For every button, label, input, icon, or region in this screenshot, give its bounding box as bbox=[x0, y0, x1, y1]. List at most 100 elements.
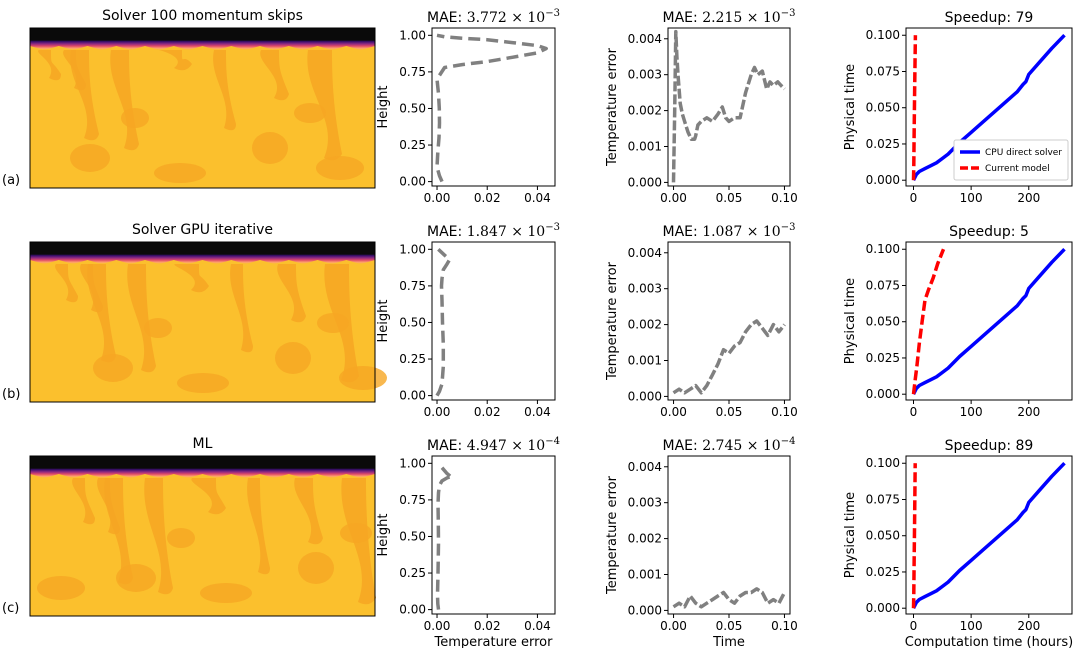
speed-panel-ytick-label: 0.075 bbox=[866, 492, 900, 506]
speed-panel-ytick-label: 0.075 bbox=[866, 278, 900, 292]
height-panel-xtick-label: 0.04 bbox=[524, 405, 551, 419]
height-panel-xtick-label: 0.00 bbox=[424, 619, 451, 633]
time-panel-ytick-label: 0.001 bbox=[628, 354, 662, 368]
plume-blob bbox=[70, 144, 110, 172]
speed-panel-xtick-label: 100 bbox=[960, 619, 983, 633]
time-panel-ytick-label: 0.000 bbox=[628, 389, 662, 403]
speed-panel-ytick-label: 0.025 bbox=[866, 351, 900, 365]
speed-panel-xtick-label: 200 bbox=[1017, 619, 1040, 633]
speed-panel-xtick-label: 100 bbox=[960, 405, 983, 419]
plume bbox=[104, 478, 133, 585]
plume bbox=[70, 50, 99, 141]
field-frame bbox=[29, 27, 376, 189]
height-panel-ytick-label: 0.25 bbox=[399, 566, 426, 580]
speed-panel-ylabel: Physical time bbox=[843, 492, 858, 578]
speed-panel-xtick-label: 0 bbox=[910, 619, 918, 633]
time-panel-ytick-label: 0.002 bbox=[628, 532, 662, 546]
time-panel-ytick-label: 0.004 bbox=[628, 460, 662, 474]
plume-blob bbox=[93, 354, 133, 382]
plume-blob bbox=[167, 528, 195, 548]
sim-title: Solver GPU iterative bbox=[132, 222, 273, 238]
time-panel-ytick-label: 0.002 bbox=[628, 318, 662, 332]
time-panel-xtick-label: 0.00 bbox=[660, 191, 687, 205]
row-label: (a) bbox=[2, 173, 20, 188]
speed-panel-title: Speedup: 89 bbox=[945, 438, 1034, 454]
plume bbox=[247, 478, 270, 575]
height-error-curve bbox=[435, 466, 454, 610]
height-panel-title: MAE: 3.772 × 10−3 bbox=[427, 8, 560, 26]
plume-blob bbox=[294, 103, 326, 123]
speed-panel-xtick-label: 200 bbox=[1017, 405, 1040, 419]
height-panel-ytick-label: 0.00 bbox=[399, 389, 426, 403]
height-panel-frame bbox=[431, 27, 556, 187]
speed-panel-ytick-label: 0.000 bbox=[866, 601, 900, 615]
time-panel-xlabel: Time bbox=[712, 635, 745, 648]
speed-panel-frame bbox=[905, 455, 1073, 615]
height-panel-xtick-label: 0.04 bbox=[524, 619, 551, 633]
plume bbox=[38, 50, 61, 81]
time-panel-ytick-label: 0.004 bbox=[628, 32, 662, 46]
height-error-curve bbox=[435, 248, 452, 397]
plume-blob bbox=[275, 342, 311, 374]
height-panel-ytick-label: 0.00 bbox=[399, 175, 426, 189]
speed-panel-ytick-label: 0.025 bbox=[866, 565, 900, 579]
speed-panel-title: Speedup: 79 bbox=[945, 10, 1034, 26]
height-panel-ytick-label: 0.00 bbox=[399, 603, 426, 617]
height-panel-ytick-label: 1.00 bbox=[399, 456, 426, 470]
plume-blob bbox=[339, 366, 387, 390]
row-label: (c) bbox=[2, 601, 19, 616]
cpu-direct-solver-curve bbox=[911, 33, 1066, 181]
plume bbox=[157, 49, 192, 71]
plume-blob bbox=[116, 564, 156, 592]
speed-panel-ytick-label: 0.050 bbox=[866, 101, 900, 115]
height-panel-ytick-label: 1.00 bbox=[399, 242, 426, 256]
time-panel-ylabel: Temperature error bbox=[605, 261, 620, 381]
row-label: (b) bbox=[2, 387, 20, 402]
cold-lid-boundary-layer bbox=[30, 456, 375, 478]
sim-title: Solver 100 momentum skips bbox=[102, 8, 303, 24]
height-panel-title: MAE: 4.947 × 10−4 bbox=[427, 436, 560, 454]
time-error-curve bbox=[671, 29, 786, 183]
time-panel-ytick-label: 0.001 bbox=[628, 140, 662, 154]
plume bbox=[230, 264, 253, 353]
time-panel-xtick-label: 0.00 bbox=[660, 405, 687, 419]
time-panel-frame bbox=[667, 455, 791, 615]
plume-blob bbox=[37, 576, 85, 600]
cpu-direct-solver-curve bbox=[911, 247, 1066, 395]
height-panel-ytick-label: 0.75 bbox=[399, 279, 426, 293]
plume bbox=[87, 264, 116, 363]
speed-panel-xtick-label: 200 bbox=[1017, 191, 1040, 205]
plume-blob bbox=[144, 318, 172, 338]
plume bbox=[127, 264, 156, 373]
plume-blob bbox=[298, 552, 334, 584]
plume-blob bbox=[252, 132, 288, 164]
speed-panel-ytick-label: 0.100 bbox=[866, 242, 900, 256]
speed-panel-xlabel: Computation time (hours) bbox=[905, 635, 1073, 648]
height-panel-ytick-label: 0.75 bbox=[399, 65, 426, 79]
time-panel-ytick-label: 0.003 bbox=[628, 282, 662, 296]
panels-layer: Solver 100 momentum skips (a) 0.00 0.02 0.04… bbox=[2, 8, 1073, 648]
time-error-curve bbox=[672, 319, 786, 395]
speed-panel-ylabel: Physical time bbox=[843, 278, 858, 364]
height-error-curve bbox=[435, 33, 548, 183]
time-panel-ylabel: Temperature error bbox=[605, 47, 620, 167]
sim-title: ML bbox=[193, 436, 213, 452]
time-panel-ylabel: Temperature error bbox=[605, 475, 620, 595]
current-model-curve bbox=[911, 35, 918, 181]
field-frame bbox=[29, 455, 376, 617]
speed-panel-ytick-label: 0.050 bbox=[866, 529, 900, 543]
height-panel-frame bbox=[431, 241, 556, 401]
speed-panel-xtick-label: 0 bbox=[910, 405, 918, 419]
time-error-curve bbox=[672, 587, 787, 609]
plume-blob bbox=[340, 523, 372, 543]
time-panel-title: MAE: 2.215 × 10−3 bbox=[663, 8, 796, 26]
speed-panel-ytick-label: 0.050 bbox=[866, 315, 900, 329]
plume bbox=[191, 478, 226, 515]
height-panel-ytick-label: 0.50 bbox=[399, 101, 426, 115]
time-panel-xtick-label: 0.10 bbox=[771, 619, 798, 633]
speed-panel-ytick-label: 0.000 bbox=[866, 173, 900, 187]
time-panel-xtick-label: 0.05 bbox=[716, 405, 743, 419]
height-panel-xlabel: Temperature error bbox=[434, 635, 554, 648]
speed-panel-frame bbox=[905, 241, 1073, 401]
